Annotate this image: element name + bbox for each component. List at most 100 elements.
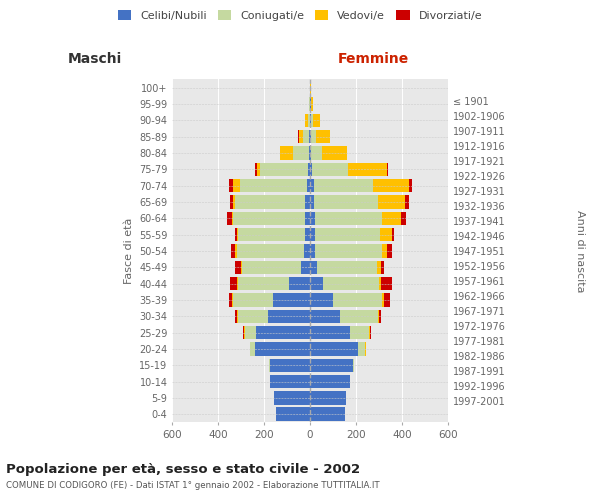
Bar	[301, 260, 310, 274]
Text: Femmine: Femmine	[338, 52, 409, 66]
Bar	[323, 277, 379, 290]
Bar	[255, 162, 257, 176]
Bar	[237, 228, 238, 241]
Bar	[241, 260, 242, 274]
Bar	[310, 244, 314, 258]
Bar	[260, 162, 308, 176]
Bar	[293, 146, 309, 160]
Bar	[235, 195, 305, 208]
Bar	[304, 244, 310, 258]
Bar	[381, 260, 384, 274]
Bar	[382, 244, 387, 258]
Bar	[233, 212, 305, 225]
Bar	[270, 375, 310, 388]
Bar	[305, 228, 310, 241]
Bar	[381, 277, 392, 290]
Bar	[230, 195, 233, 208]
Bar	[392, 228, 394, 241]
Bar	[238, 277, 289, 290]
Bar	[243, 326, 244, 339]
Y-axis label: Anni di nascita: Anni di nascita	[575, 210, 585, 292]
Bar	[379, 310, 381, 323]
Bar	[305, 114, 308, 127]
Bar	[333, 293, 382, 306]
Bar	[340, 310, 378, 323]
Bar	[310, 260, 317, 274]
Bar	[382, 293, 384, 306]
Bar	[310, 162, 313, 176]
Bar	[232, 212, 233, 225]
Bar	[373, 179, 409, 192]
Text: Popolazione per età, sesso e stato civile - 2002: Popolazione per età, sesso e stato civil…	[6, 462, 360, 475]
Bar	[314, 212, 382, 225]
Bar	[387, 244, 392, 258]
Bar	[233, 179, 240, 192]
Bar	[308, 162, 310, 176]
Bar	[379, 195, 405, 208]
Bar	[305, 195, 310, 208]
Bar	[233, 195, 235, 208]
Bar	[299, 130, 304, 143]
Bar	[280, 146, 293, 160]
Bar	[269, 358, 270, 372]
Bar	[387, 162, 388, 176]
Bar	[310, 212, 314, 225]
Bar	[310, 310, 340, 323]
Bar	[257, 162, 260, 176]
Bar	[250, 342, 255, 355]
Bar	[350, 326, 368, 339]
Bar	[238, 310, 268, 323]
Bar	[310, 179, 314, 192]
Bar	[268, 310, 310, 323]
Bar	[307, 179, 310, 192]
Bar	[314, 228, 380, 241]
Bar	[232, 293, 233, 306]
Bar	[348, 162, 387, 176]
Bar	[358, 342, 365, 355]
Bar	[310, 114, 311, 127]
Bar	[310, 408, 344, 421]
Bar	[245, 326, 256, 339]
Bar	[314, 244, 382, 258]
Bar	[305, 212, 310, 225]
Bar	[380, 228, 392, 241]
Bar	[311, 130, 316, 143]
Bar	[310, 375, 350, 388]
Bar	[314, 195, 379, 208]
Bar	[310, 358, 353, 372]
Bar	[229, 293, 232, 306]
Bar	[310, 326, 350, 339]
Bar	[409, 179, 412, 192]
Bar	[231, 244, 235, 258]
Bar	[317, 260, 377, 274]
Bar	[401, 212, 406, 225]
Bar	[270, 358, 310, 372]
Bar	[368, 326, 370, 339]
Bar	[310, 195, 314, 208]
Bar	[242, 260, 301, 274]
Bar	[310, 391, 346, 404]
Bar	[310, 277, 323, 290]
Bar	[236, 244, 304, 258]
Bar	[235, 244, 236, 258]
Bar	[238, 228, 305, 241]
Bar	[227, 212, 232, 225]
Text: Maschi: Maschi	[68, 52, 122, 66]
Bar	[289, 277, 310, 290]
Bar	[311, 114, 313, 127]
Bar	[310, 228, 314, 241]
Bar	[322, 146, 347, 160]
Bar	[313, 162, 348, 176]
Bar	[311, 97, 313, 110]
Bar	[311, 146, 322, 160]
Bar	[310, 342, 358, 355]
Bar	[384, 293, 390, 306]
Bar	[236, 277, 238, 290]
Bar	[378, 310, 379, 323]
Bar	[370, 326, 371, 339]
Bar	[382, 212, 401, 225]
Bar	[405, 195, 409, 208]
Bar	[304, 130, 309, 143]
Text: COMUNE DI CODIGORO (FE) - Dati ISTAT 1° gennaio 2002 - Elaborazione TUTTITALIA.I: COMUNE DI CODIGORO (FE) - Dati ISTAT 1° …	[6, 481, 380, 490]
Bar	[308, 114, 310, 127]
